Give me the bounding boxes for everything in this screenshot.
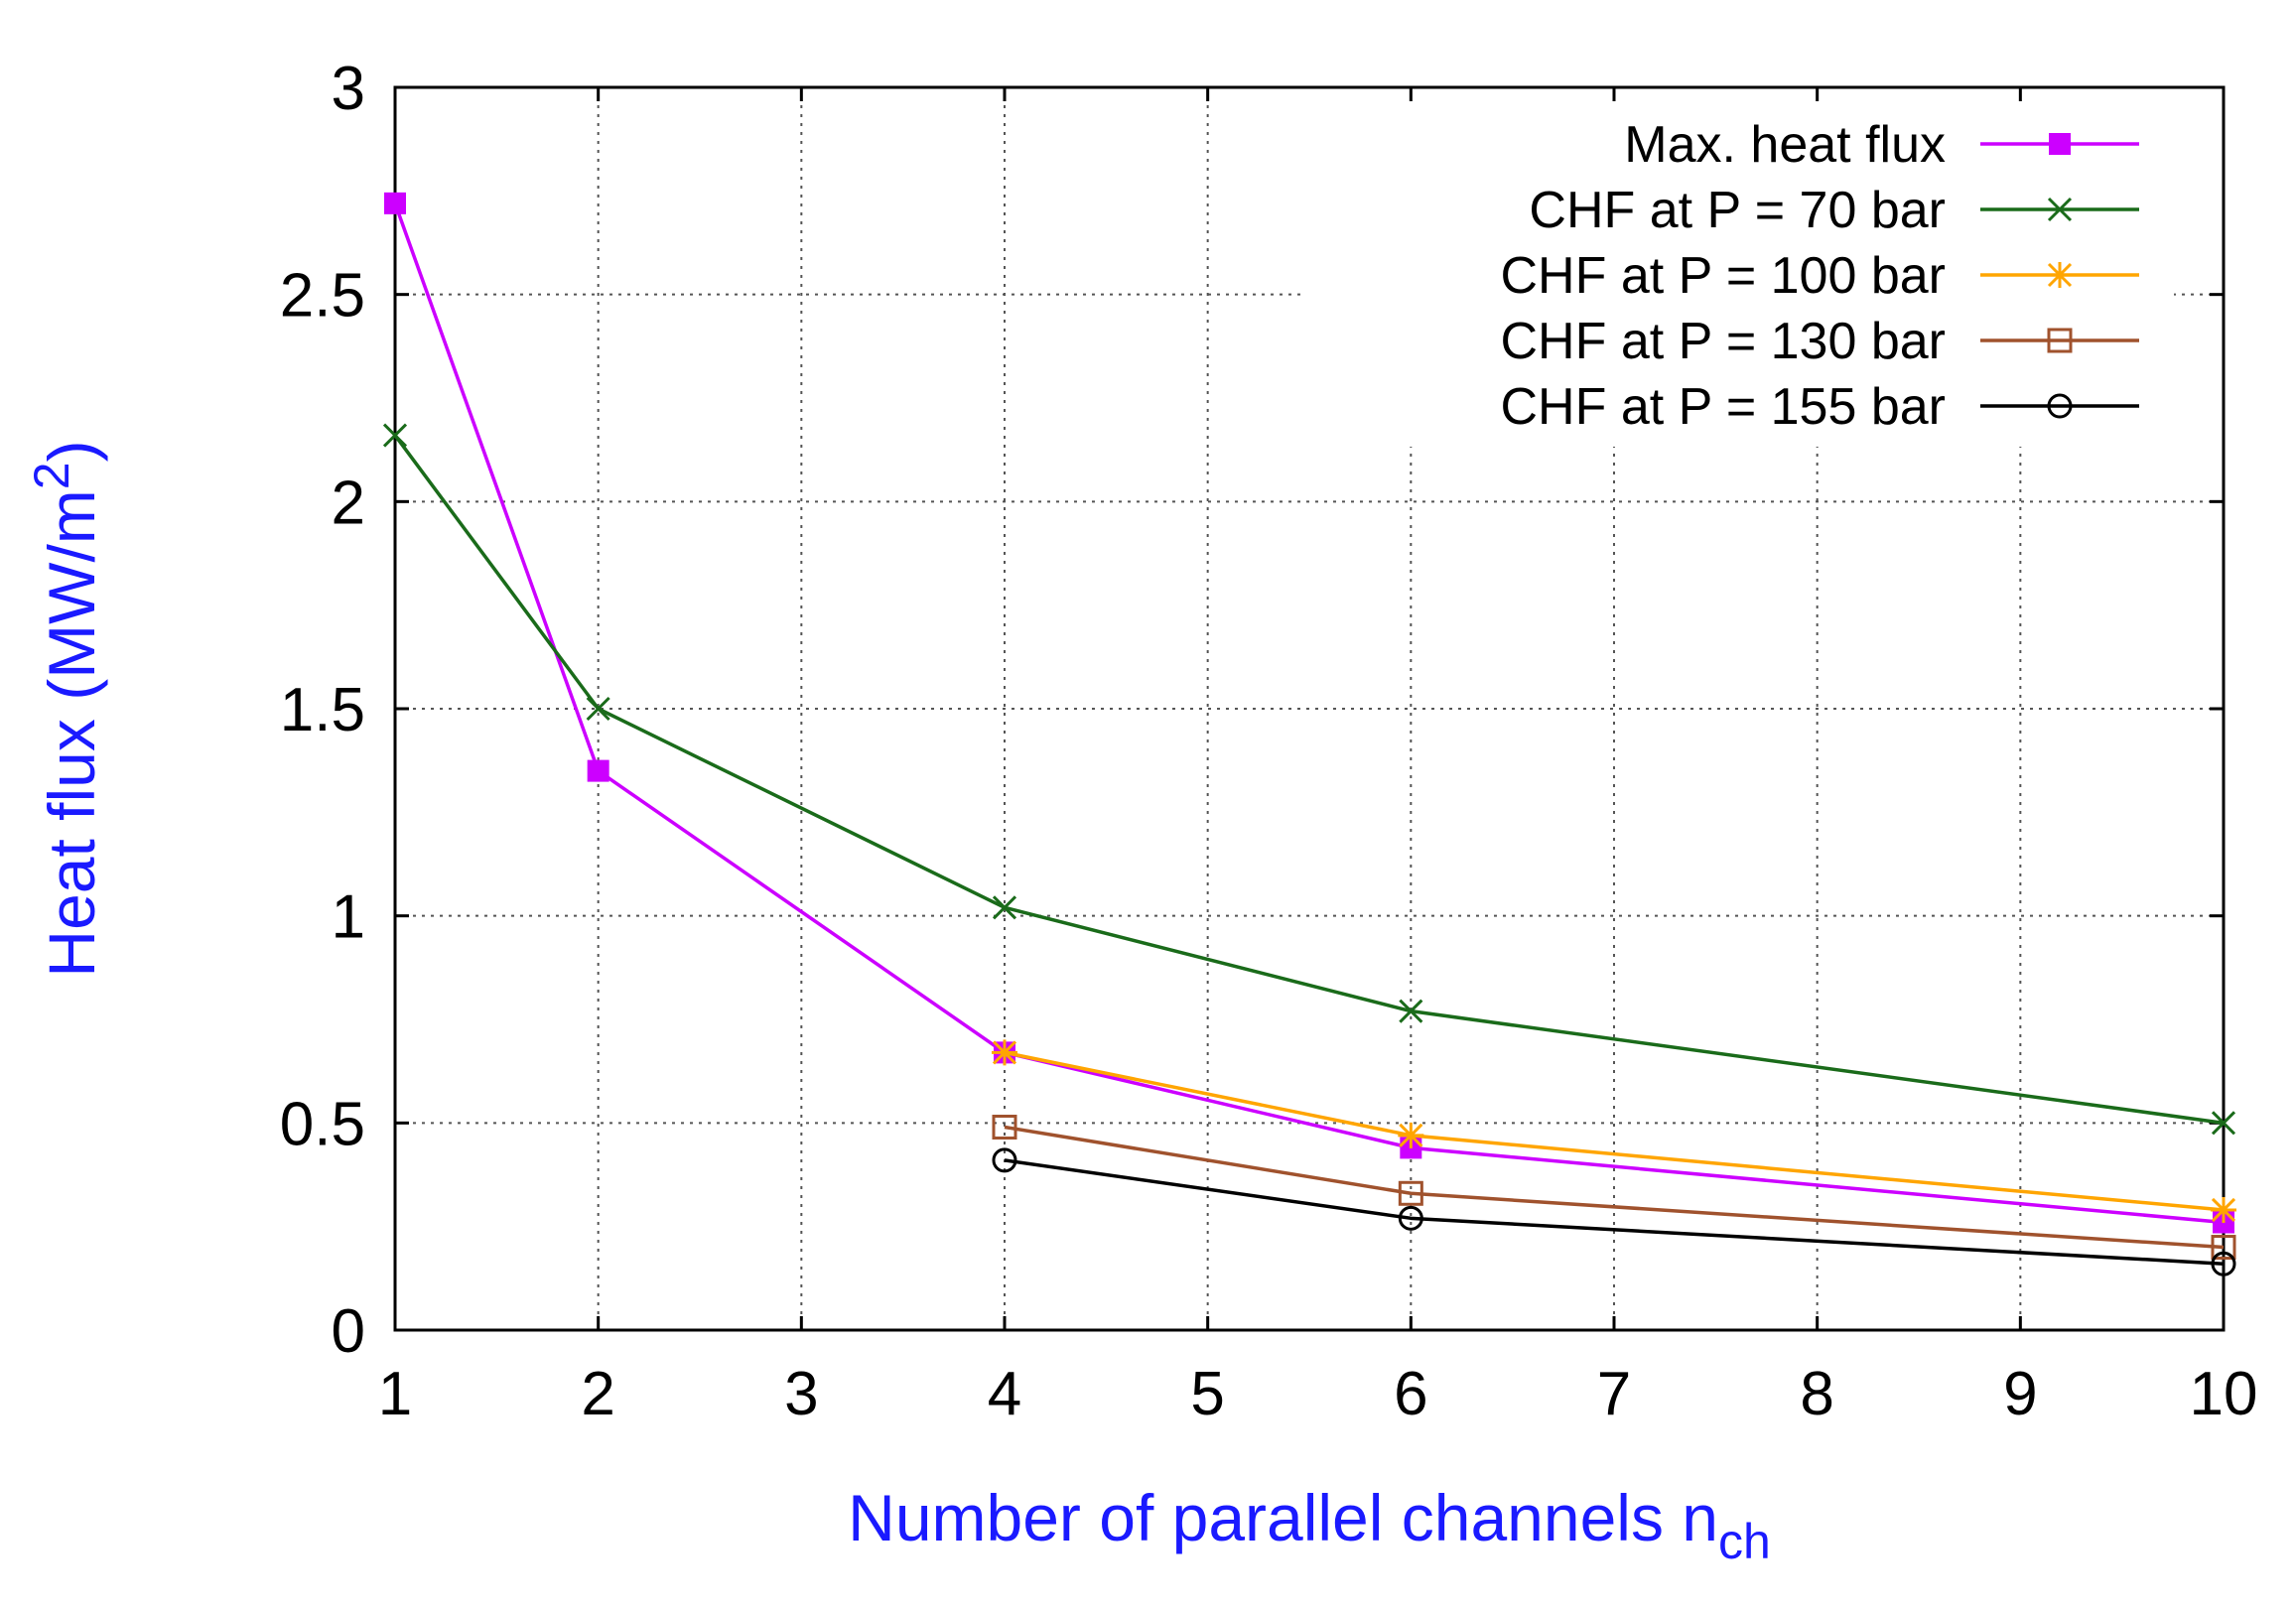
x-tick-label: 2 xyxy=(581,1360,614,1428)
data-point xyxy=(1398,1180,1423,1206)
data-point xyxy=(586,696,610,722)
y-axis-title: Heat flux (MW/m2) xyxy=(24,440,108,977)
x-tick-label: 1 xyxy=(378,1360,412,1428)
data-point xyxy=(384,192,406,214)
legend-marker xyxy=(2047,328,2073,353)
series-line-3 xyxy=(1004,1125,2225,1250)
data-point xyxy=(992,1115,1017,1141)
data-point xyxy=(2211,1235,2236,1261)
legend-label: Max. heat flux xyxy=(1624,116,1946,174)
data-point xyxy=(587,759,609,782)
legend-label: CHF at P = 70 bar xyxy=(1529,182,1946,239)
legend-entry: Max. heat flux xyxy=(1624,116,2139,174)
data-point xyxy=(1398,1122,1424,1148)
data-point xyxy=(2211,1196,2236,1223)
x-tick-label: 5 xyxy=(1190,1360,1224,1428)
legend-entry: CHF at P = 130 bar xyxy=(1501,313,2139,370)
series-3 xyxy=(992,1115,2236,1261)
legend-label: CHF at P = 155 bar xyxy=(1501,378,1947,436)
x-tick-label: 9 xyxy=(2003,1360,2037,1428)
legend-label: CHF at P = 100 bar xyxy=(1501,247,1947,305)
data-point xyxy=(2211,1251,2236,1276)
x-tick-label: 4 xyxy=(988,1360,1021,1428)
legend-entry: CHF at P = 100 bar xyxy=(1501,247,2139,305)
legend-label: CHF at P = 130 bar xyxy=(1501,313,1947,370)
legend-marker xyxy=(2047,262,2073,288)
x-axis-title-subscript: ch xyxy=(1718,1514,1771,1569)
x-axis-title-main: Number of parallel channels n xyxy=(848,1481,1718,1554)
series-line-4 xyxy=(1004,1158,2225,1266)
series-2 xyxy=(992,1039,2236,1223)
legend-marker xyxy=(2047,393,2073,419)
legend-box xyxy=(1300,99,2174,447)
series-4 xyxy=(992,1147,2236,1276)
data-point xyxy=(382,423,408,448)
x-tick-label: 6 xyxy=(1394,1360,1427,1428)
y-tick-label: 0.5 xyxy=(280,1090,365,1158)
data-point xyxy=(992,895,1017,920)
legend-entry: CHF at P = 155 bar xyxy=(1501,378,2139,436)
data-point xyxy=(992,1147,1017,1173)
series-1 xyxy=(382,423,2236,1136)
y-tick-label: 0 xyxy=(332,1297,365,1366)
x-tick-label: 3 xyxy=(784,1360,818,1428)
x-tick-label: 7 xyxy=(1597,1360,1631,1428)
data-point xyxy=(1399,999,1423,1023)
y-tick-label: 2.5 xyxy=(280,262,365,331)
y-axis-title-suffix: ) xyxy=(35,440,108,462)
data-point xyxy=(1398,1205,1423,1231)
legend-marker xyxy=(2047,197,2073,222)
y-tick-label: 1 xyxy=(332,883,365,952)
y-tick-label: 1.5 xyxy=(280,676,365,744)
x-axis-title: Number of parallel channels nch xyxy=(848,1481,1771,1569)
y-tick-label: 2 xyxy=(332,469,365,537)
legend-marker xyxy=(2049,133,2071,155)
data-point xyxy=(2211,1111,2236,1136)
x-tick-label: 8 xyxy=(1800,1360,1833,1428)
y-axis-title-superscript: 2 xyxy=(24,462,79,489)
legend: Max. heat flux CHF at P = 70 bar CHF at P … xyxy=(1501,116,2139,436)
legend-background xyxy=(1300,99,2174,447)
y-axis-title-main: Heat flux (MW/m xyxy=(35,489,108,977)
y-tick-label: 3 xyxy=(332,55,365,123)
axis-ticks: 1 2 3 4 5 6 7 8 9 10 0 0.5 1 1.5 2 2.5 3 xyxy=(280,55,2258,1428)
x-tick-label: 10 xyxy=(2190,1360,2258,1428)
data-point xyxy=(992,1039,1017,1066)
data-series xyxy=(382,192,2236,1276)
legend-entry: CHF at P = 70 bar xyxy=(1529,182,2139,239)
